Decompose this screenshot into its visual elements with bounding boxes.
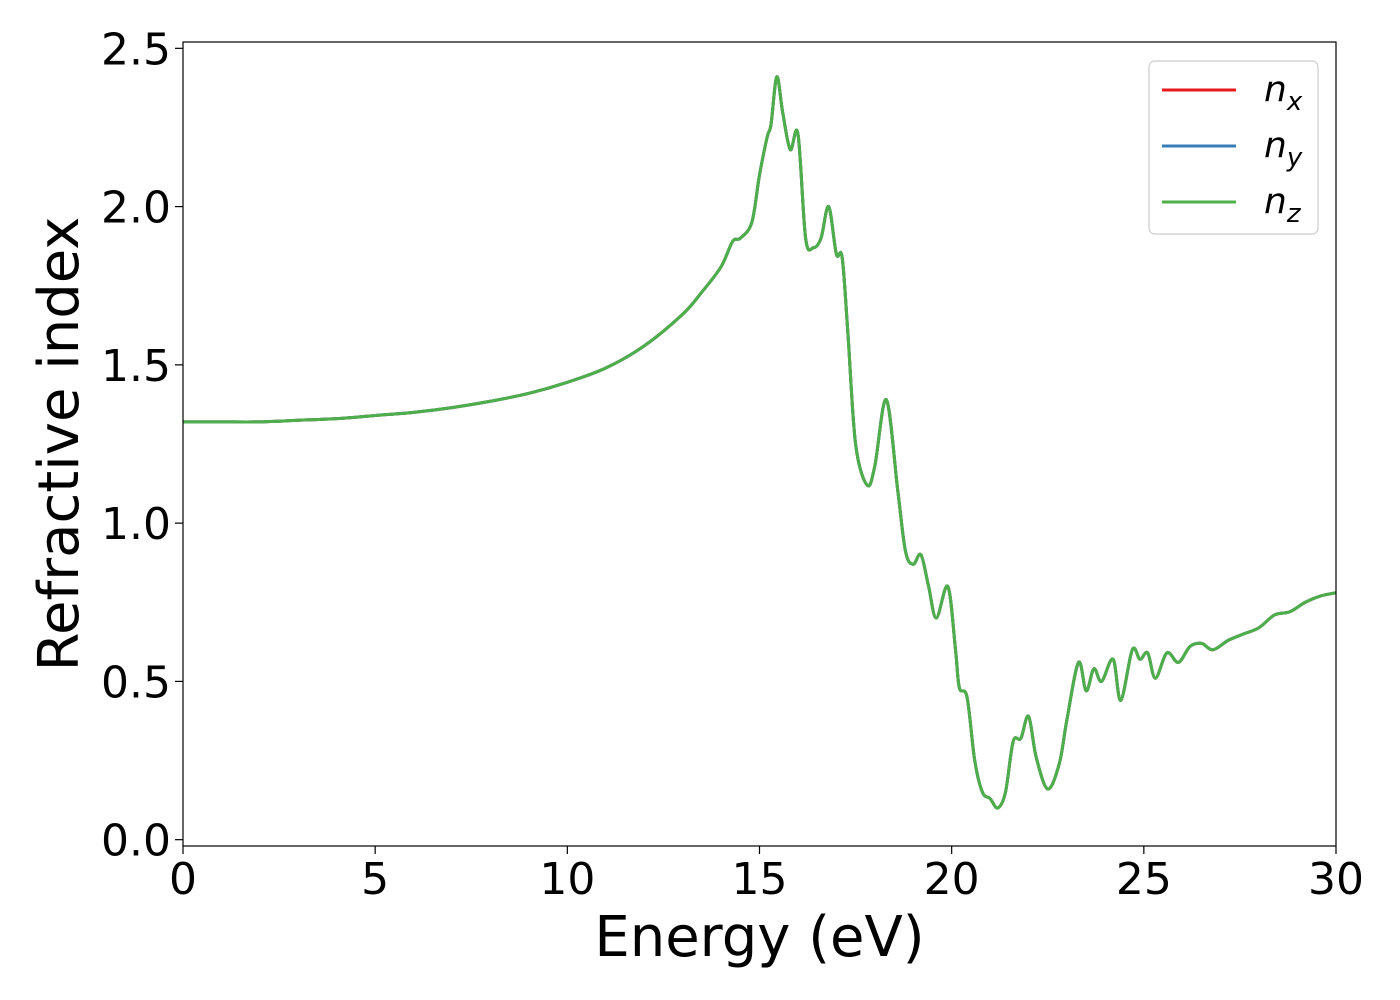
x-tick-label: 15 bbox=[732, 854, 788, 905]
legend-label-n-y: ny bbox=[1264, 125, 1303, 173]
legend-label-n-x: nx bbox=[1264, 69, 1303, 117]
x-tick-label: 25 bbox=[1116, 854, 1172, 905]
y-tick-label: 1.5 bbox=[101, 341, 171, 392]
legend: nx ny nz bbox=[1148, 60, 1319, 235]
x-tick-label: 30 bbox=[1308, 854, 1364, 905]
y-tick-label: 1.0 bbox=[101, 499, 171, 550]
y-tick-label: 0.0 bbox=[101, 816, 171, 867]
y-tick-label: 2.5 bbox=[101, 24, 171, 75]
x-tick-label: 0 bbox=[169, 854, 197, 905]
x-tick-label: 20 bbox=[924, 854, 980, 905]
y-tick-label: 2.0 bbox=[101, 183, 171, 234]
x-tick-label: 10 bbox=[539, 854, 595, 905]
y-axis-ticks: 0.0 0.5 1.0 1.5 2.0 2.5 bbox=[101, 24, 183, 867]
plot-area bbox=[183, 75, 1336, 810]
x-axis-label: Energy (eV) bbox=[594, 905, 924, 970]
series-line-n-z bbox=[183, 75, 1336, 810]
y-axis-label: Refractive index bbox=[27, 217, 92, 672]
y-tick-label: 0.5 bbox=[101, 657, 171, 708]
x-axis-ticks: 0 5 10 15 20 25 30 bbox=[169, 846, 1364, 905]
legend-label-n-z: nz bbox=[1264, 181, 1302, 229]
x-tick-label: 5 bbox=[361, 854, 389, 905]
